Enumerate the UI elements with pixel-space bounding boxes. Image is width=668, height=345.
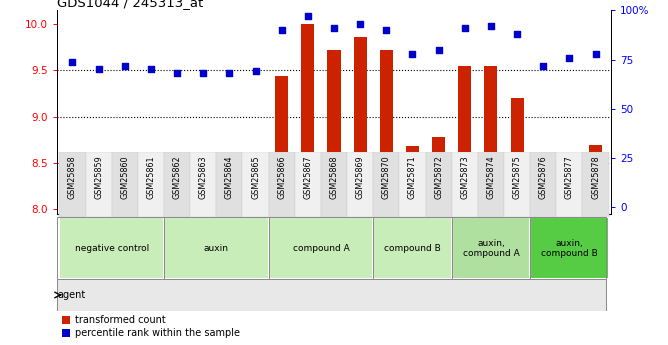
Bar [59,217,164,279]
Bar [510,98,524,209]
Bar [556,152,582,217]
Text: GSM25877: GSM25877 [565,155,574,199]
Text: agent: agent [58,290,86,300]
Bar [190,152,216,217]
Point [67,59,77,64]
Bar [327,50,341,209]
Bar [295,152,321,217]
Bar [426,152,452,217]
Text: GSM25864: GSM25864 [225,155,234,199]
Point [591,51,601,57]
Text: compound A: compound A [293,244,349,253]
Bar [269,217,373,279]
Bar [373,152,399,217]
Text: GSM25863: GSM25863 [199,155,208,199]
Point [512,31,522,37]
Text: auxin,
compound A: auxin, compound A [462,239,519,258]
Bar [321,152,347,217]
Text: GSM25865: GSM25865 [251,155,260,199]
Point [250,69,261,74]
Point [564,55,574,60]
Text: GSM25868: GSM25868 [329,155,339,199]
Bar [170,205,184,209]
Text: auxin: auxin [204,244,229,253]
Bar [353,37,367,209]
Point [198,71,208,76]
Bar [86,152,112,217]
Text: negative control: negative control [75,244,149,253]
Bar [118,169,132,209]
Text: GSM25871: GSM25871 [408,155,417,199]
Point [434,47,444,52]
Bar [223,197,236,209]
Bar [242,152,269,217]
Text: GSM25874: GSM25874 [486,155,496,199]
Bar [269,152,295,217]
Bar [138,152,164,217]
Bar [399,152,426,217]
Point [381,27,391,33]
Bar [380,50,393,209]
Point [355,21,365,27]
Bar [275,76,288,209]
Text: compound B: compound B [384,244,441,253]
Text: GSM25862: GSM25862 [172,155,182,199]
Text: GDS1044 / 245313_at: GDS1044 / 245313_at [57,0,203,9]
Bar [484,66,498,209]
Text: GSM25858: GSM25858 [68,155,77,199]
Text: GSM25870: GSM25870 [382,155,391,199]
Legend: transformed count, percentile rank within the sample: transformed count, percentile rank withi… [61,315,240,338]
Text: GSM25878: GSM25878 [591,155,600,199]
Bar [196,189,210,209]
Text: GSM25875: GSM25875 [512,155,522,199]
Point [460,25,470,31]
Text: GSM25866: GSM25866 [277,155,286,199]
Point [172,71,182,76]
Point [303,13,313,19]
Bar [216,152,242,217]
Text: auxin,
compound B: auxin, compound B [541,239,598,258]
Bar [66,162,79,209]
Bar [530,217,609,279]
Bar [589,145,602,209]
Text: GSM25872: GSM25872 [434,155,443,199]
Point [329,25,339,31]
Bar [452,152,478,217]
Bar [373,217,452,279]
Text: GSM25876: GSM25876 [538,155,548,199]
Point [224,71,234,76]
Text: GSM25873: GSM25873 [460,155,469,199]
Bar [432,137,445,209]
Point [94,67,104,72]
Bar [92,172,105,209]
Point [486,23,496,29]
Bar [59,152,86,217]
Bar [144,186,158,209]
Text: GSM25867: GSM25867 [303,155,313,199]
Bar [563,157,576,209]
Bar [478,152,504,217]
Text: GSM25859: GSM25859 [94,155,103,199]
Bar [406,146,419,209]
Bar [164,217,269,279]
Bar [112,152,138,217]
Point [120,63,130,68]
Point [407,51,418,57]
Bar [452,217,530,279]
Bar [504,152,530,217]
Text: GSM25860: GSM25860 [120,155,130,199]
Bar [582,152,609,217]
Point [538,63,548,68]
Text: GSM25861: GSM25861 [146,155,156,199]
Bar [458,66,472,209]
Bar [347,152,373,217]
Point [277,27,287,33]
Text: GSM25869: GSM25869 [355,155,365,199]
Bar [164,152,190,217]
Bar [530,152,556,217]
Point [146,67,156,72]
Bar [301,24,315,209]
Bar [536,170,550,209]
Bar [249,189,262,209]
